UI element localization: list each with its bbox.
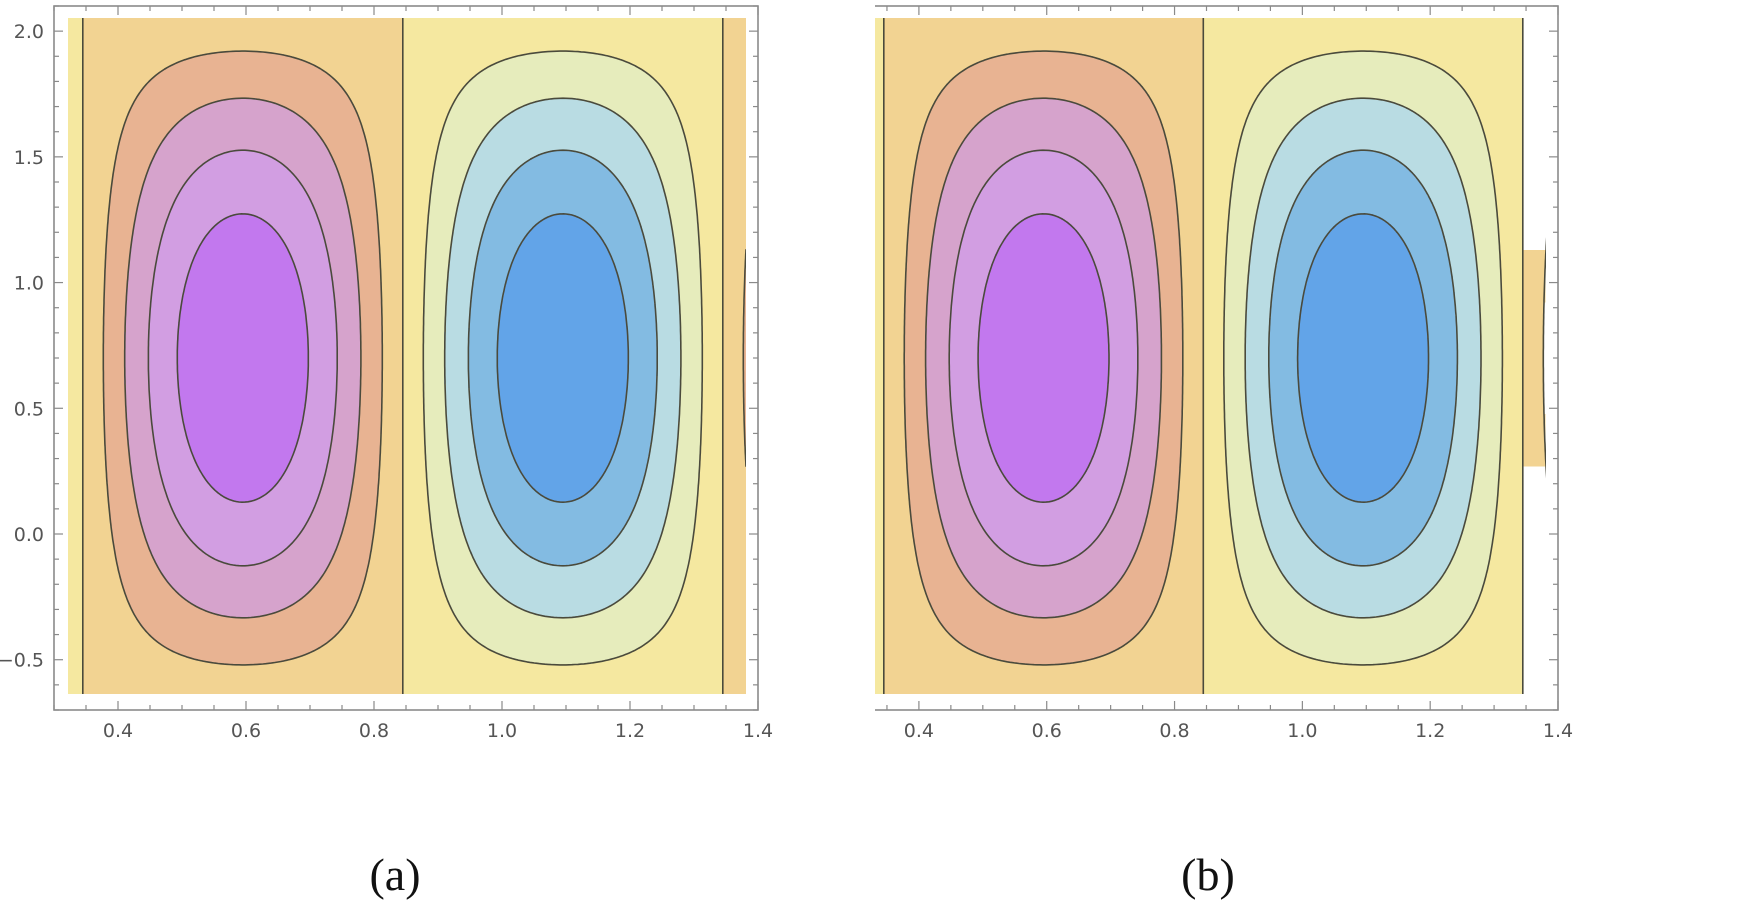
contour-line-neg0p6	[1268, 149, 1459, 567]
x-tick-label: 0.6	[1032, 720, 1062, 742]
contour-line-0p2	[903, 50, 1546, 666]
contour-line-neg0p8	[496, 213, 630, 503]
x-tick-label: 1.2	[615, 720, 645, 742]
contour-line-neg0p6	[467, 149, 658, 567]
contour-plot-a: 0.4 0.6 0.8 1.0 1.2 1.4 −0.5 0.0 0.5 1.0 1.5 2.0	[0, 5, 773, 742]
contour-fill	[68, 18, 746, 694]
caption-b: (b)	[1181, 849, 1235, 900]
contour-line-neg0p4	[1244, 97, 1482, 619]
contour-line-0p4	[123, 97, 362, 619]
x-tick-label: 0.4	[904, 720, 934, 742]
contour-line-neg0p4	[443, 97, 682, 619]
contour-line-neg0p8	[1296, 213, 1430, 503]
contour-line-0p4	[924, 97, 1163, 619]
contour-line-neg0p2	[422, 50, 704, 666]
contour-line-0p8	[176, 213, 310, 503]
axis-ticks	[886, 5, 1559, 711]
x-tick-label: 0.6	[231, 720, 261, 742]
contour-line-0p2	[102, 50, 746, 666]
y-tick-label: 1.5	[14, 147, 44, 169]
contour-panel-a: 0.4 0.6 0.8 1.0 1.2 1.4 −0.5 0.0 0.5 1.0 1.5 2.0 (a…	[0, 5, 773, 900]
contour-line-0p6	[147, 149, 338, 567]
contour-fill	[875, 18, 1546, 694]
x-tick-label: 0.8	[1159, 720, 1189, 742]
y-tick-label: 1.0	[14, 273, 44, 295]
y-tick-label: −0.5	[0, 650, 44, 672]
contour-lines	[82, 18, 746, 694]
contour-plot-b: 0.40.60.81.01.21.4−0.50.00.51.01.52.0	[875, 5, 1573, 742]
contour-panel-b: 0.40.60.81.01.21.4−0.50.00.51.01.52.0 (b…	[875, 0, 1750, 914]
contour-line-0p6	[948, 149, 1139, 567]
x-tick-label: 1.0	[487, 720, 517, 742]
y-tick-label: 0.0	[14, 524, 44, 546]
contour-lines	[883, 18, 1546, 694]
y-tick-label: 2.0	[14, 21, 44, 43]
x-tick-label: 1.0	[1287, 720, 1317, 742]
y-tick-label: 0.5	[14, 398, 44, 420]
x-tick-label: 0.8	[359, 720, 389, 742]
x-tick-label: 1.4	[1543, 720, 1573, 742]
contour-line-0	[82, 18, 724, 694]
contour-line-0	[883, 18, 1524, 694]
caption-a: (a)	[369, 849, 421, 900]
x-tick-label: 1.2	[1415, 720, 1445, 742]
contour-line-0p8	[977, 213, 1110, 503]
x-tick-label: 0.4	[103, 720, 133, 742]
axis-ticks	[53, 5, 759, 711]
contour-line-neg0p2	[1223, 50, 1504, 666]
x-tick-label: 1.4	[743, 720, 773, 742]
